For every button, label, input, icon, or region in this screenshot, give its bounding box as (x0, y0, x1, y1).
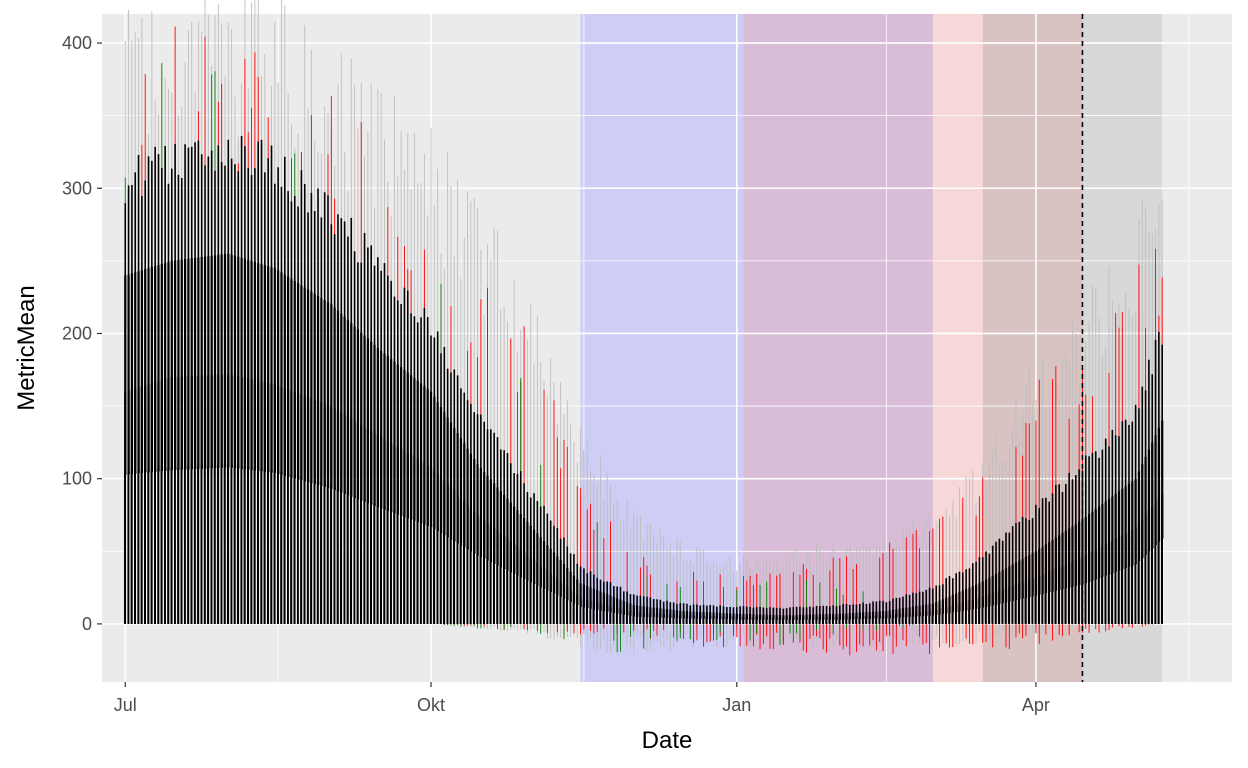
shaded-period-2 (743, 14, 933, 682)
x-tick-label: Jul (114, 695, 137, 715)
y-tick-label: 300 (62, 178, 92, 198)
axes: 0 100 200 300 400 Jul Okt Jan Apr (62, 33, 1050, 715)
y-tick-label: 100 (62, 469, 92, 489)
data-marks (124, 0, 1164, 656)
y-tick-label: 0 (82, 614, 92, 634)
y-axis-title: MetricMean (13, 285, 40, 410)
x-tick-label: Jan (722, 695, 751, 715)
y-tick-label: 200 (62, 323, 92, 343)
shaded-period-3 (932, 14, 983, 682)
x-tick-label: Okt (417, 695, 445, 715)
x-tick-label: Apr (1022, 695, 1050, 715)
shaded-period-1 (580, 14, 744, 682)
y-tick-label: 400 (62, 33, 92, 53)
x-axis-title: Date (642, 727, 693, 754)
